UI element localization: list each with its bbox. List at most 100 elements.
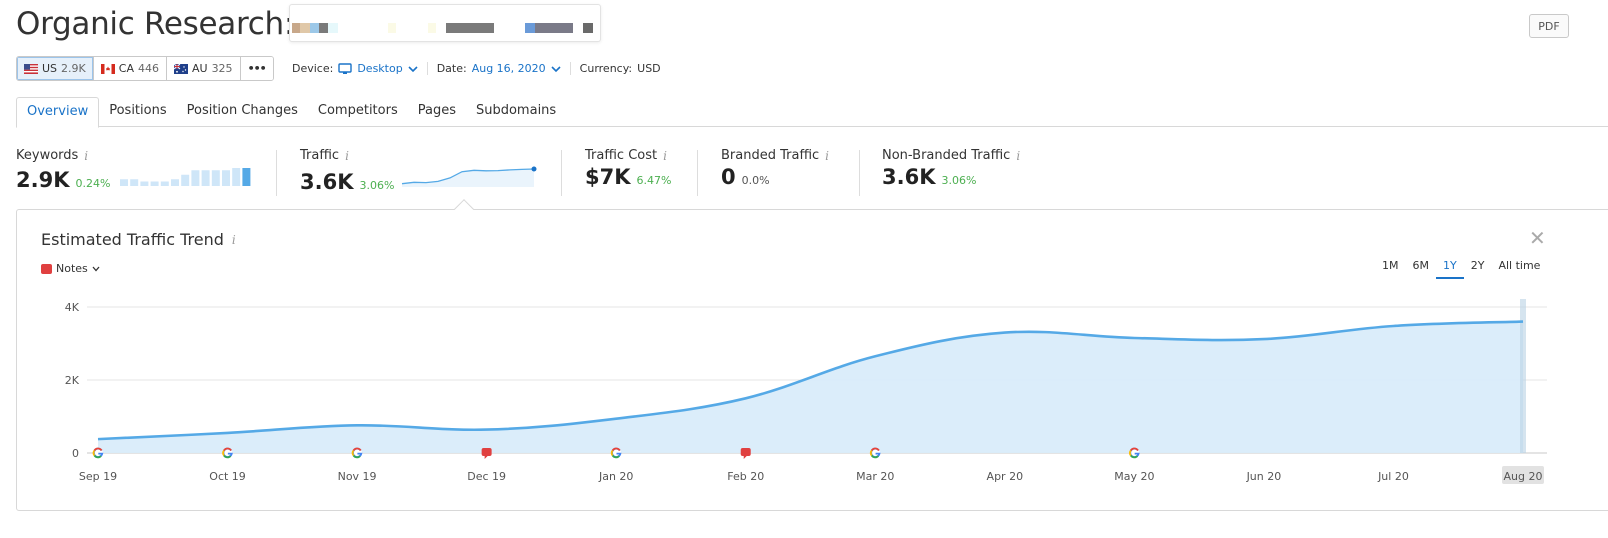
y-tick-label: 4K <box>65 301 80 314</box>
note-icon <box>41 263 52 274</box>
spark-bar <box>222 170 231 186</box>
x-tick-label: Oct 19 <box>209 470 246 483</box>
period-all-time[interactable]: All time <box>1498 259 1541 272</box>
metric-value: 0 <box>721 165 736 189</box>
x-tick-label: May 20 <box>1114 470 1154 483</box>
close-icon[interactable]: ✕ <box>1529 226 1546 250</box>
keywords-sparkline <box>120 168 251 186</box>
google-update-icon <box>869 447 881 459</box>
metric-change: 0.24% <box>75 177 111 190</box>
period-1m[interactable]: 1M <box>1382 259 1399 272</box>
database-selector: US 2.9K CA 446 AU 325 ••• <box>16 56 274 81</box>
google-update-icon <box>610 447 622 459</box>
metric-traffic-cost[interactable]: Traffic Cost i $7K 6.47% <box>585 148 671 189</box>
x-tick-label: Feb 20 <box>727 470 764 483</box>
info-icon[interactable]: i <box>84 148 89 163</box>
spark-bar <box>120 179 129 186</box>
y-tick-label: 2K <box>65 374 80 387</box>
spark-bar <box>171 179 180 186</box>
series-line <box>97 320 1524 441</box>
metric-change: 3.06% <box>359 179 395 192</box>
info-icon[interactable]: i <box>825 148 830 163</box>
google-update-icon <box>351 447 363 459</box>
metric-label: Branded Traffic <box>721 148 820 163</box>
spark-bar <box>242 168 251 186</box>
metric-label: Traffic Cost <box>585 148 658 163</box>
filters-bar: Device: Desktop Date: Aug 16, 2020 Curre… <box>283 56 670 81</box>
spark-area <box>402 169 535 187</box>
metric-value: $7K <box>585 165 631 189</box>
metric-value: 2.9K <box>16 168 70 192</box>
period-6m[interactable]: 6M <box>1412 259 1430 272</box>
database-au-button[interactable]: AU 325 <box>166 57 241 80</box>
database-us-button[interactable]: US 2.9K <box>17 57 94 80</box>
spark-bar <box>161 181 170 186</box>
notes-label: Notes <box>56 262 88 275</box>
metric-value: 3.6K <box>300 170 354 194</box>
metric-change: 3.06% <box>941 174 977 187</box>
pdf-export-button[interactable]: PDF <box>1529 14 1569 38</box>
metric-keywords[interactable]: Keywords i 2.9K 0.24% <box>16 148 252 192</box>
note-marker-icon <box>740 448 751 459</box>
spark-bar <box>181 174 190 186</box>
traffic-trend-panel: 0 2K 4K Sep 19 Oct 19 Nov 19 Dec 19 Jan 20 Feb 2… <box>16 209 1608 511</box>
spark-line <box>402 168 535 185</box>
x-tick-label: Jun 20 <box>1246 470 1282 483</box>
currency-label: Currency: <box>579 62 633 75</box>
panel-title: Estimated Traffic Trend i <box>41 230 236 249</box>
x-tick-label: Jul 20 <box>1377 470 1409 483</box>
info-icon[interactable]: i <box>1016 148 1021 163</box>
date-value: Aug 16, 2020 <box>471 62 546 75</box>
notes-dropdown[interactable]: Notes <box>41 262 100 275</box>
x-tick-label: Apr 20 <box>987 470 1024 483</box>
tab-positions[interactable]: Positions <box>109 103 167 118</box>
spark-bar <box>130 179 139 186</box>
metric-non-branded-traffic[interactable]: Non-Branded Traffic i 3.6K 3.06% <box>882 148 1020 189</box>
domain-input[interactable] <box>289 4 601 42</box>
database-ca-button[interactable]: CA 446 <box>93 57 167 80</box>
date-filter[interactable]: Date: Aug 16, 2020 <box>426 62 570 75</box>
us-flag-icon <box>24 63 38 74</box>
tab-position-changes[interactable]: Position Changes <box>186 103 298 118</box>
tab-overview[interactable]: Overview <box>16 97 100 128</box>
spark-bar <box>202 170 211 186</box>
period-1y[interactable]: 1Y <box>1436 259 1464 279</box>
database-code: US <box>42 62 58 75</box>
traffic-trend-chart: 0 2K 4K Sep 19 Oct 19 Nov 19 Dec 19 Jan 20 Feb 2… <box>65 299 1547 484</box>
metric-label: Non-Branded Traffic <box>882 148 1011 163</box>
more-databases-button[interactable]: ••• <box>240 57 273 80</box>
period-2y[interactable]: 2Y <box>1470 259 1485 272</box>
series-area <box>98 321 1523 453</box>
currency-value: USD <box>637 62 661 75</box>
x-label-highlight <box>1502 466 1544 484</box>
hover-band <box>1520 299 1526 453</box>
tab-subdomains[interactable]: Subdomains <box>475 103 557 118</box>
info-icon[interactable]: i <box>663 148 667 163</box>
spark-bar <box>191 170 200 186</box>
google-update-icon <box>1129 447 1140 459</box>
note-marker-icon <box>481 448 492 459</box>
tab-competitors[interactable]: Competitors <box>317 103 398 118</box>
metric-branded-traffic[interactable]: Branded Traffic i 0 0.0% <box>721 148 829 189</box>
x-tick-label: Mar 20 <box>856 470 894 483</box>
tab-pages[interactable]: Pages <box>417 103 456 118</box>
chevron-down-icon <box>408 65 418 72</box>
desktop-icon <box>338 62 353 74</box>
device-label: Device: <box>292 62 334 75</box>
device-value: Desktop <box>357 62 403 75</box>
au-flag-icon <box>173 63 188 74</box>
info-icon[interactable]: i <box>345 148 349 163</box>
panel-title-text: Estimated Traffic Trend <box>41 230 224 249</box>
report-tabs: Overview Positions Position Changes Comp… <box>16 97 1608 128</box>
currency-filter: Currency: USD <box>569 62 670 75</box>
chevron-down-icon <box>551 65 561 72</box>
traffic-sparkline <box>402 166 537 187</box>
page-title: Organic Research: <box>16 6 294 42</box>
x-tick-label: Jan 20 <box>598 470 633 483</box>
spark-bar <box>151 181 160 186</box>
device-filter[interactable]: Device: Desktop <box>283 62 427 75</box>
spark-bar <box>232 168 241 186</box>
info-icon[interactable]: i <box>231 232 236 247</box>
metric-traffic[interactable]: Traffic i 3.6K 3.06% <box>300 148 540 194</box>
database-count: 325 <box>211 62 233 75</box>
